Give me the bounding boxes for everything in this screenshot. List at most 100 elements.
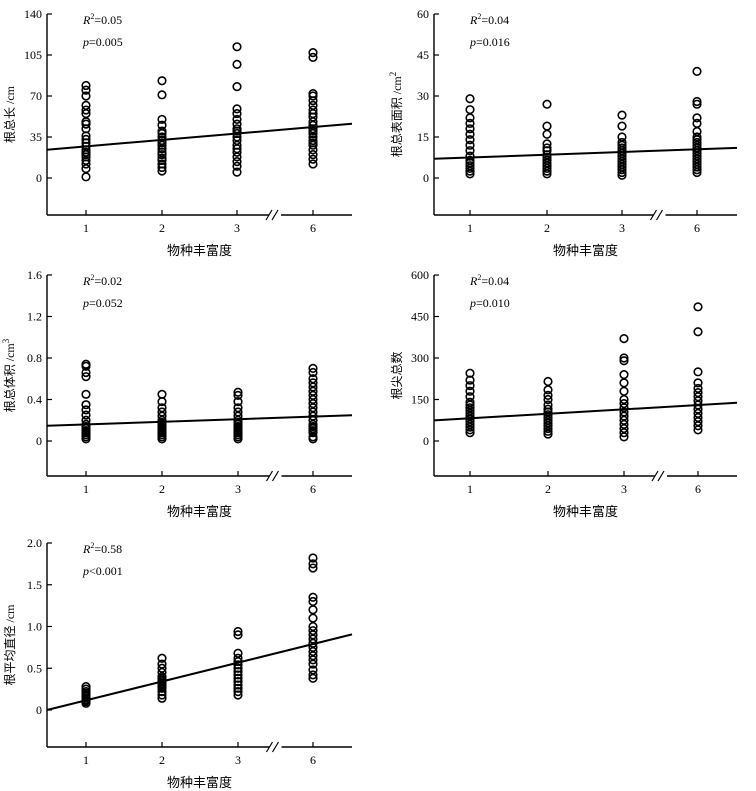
y-tick-label: 0.4 (27, 393, 42, 407)
regression-line (46, 633, 353, 711)
data-point (692, 132, 702, 142)
data-point (308, 596, 318, 607)
regression-line (46, 122, 353, 151)
x-tick-label: 3 (235, 482, 241, 496)
y-tick-label: 35 (30, 130, 42, 144)
x-tick-label: 6 (310, 221, 316, 235)
data-point (465, 140, 475, 150)
data-point (308, 553, 318, 563)
data-point (308, 149, 318, 160)
data-point (465, 368, 475, 378)
data-point (692, 96, 702, 107)
data-point (232, 167, 242, 177)
y-tick-label: 140 (24, 7, 42, 21)
data-point (465, 94, 475, 104)
data-point (157, 114, 167, 125)
data-point (81, 80, 91, 91)
data-point (465, 386, 475, 396)
data-point (157, 659, 167, 669)
r-squared-label: R2=0.02 (82, 273, 122, 288)
y-tick-label: 0 (423, 434, 429, 448)
x-axis-label: 物种丰富度 (167, 243, 232, 258)
y-tick-label: 70 (30, 89, 42, 103)
data-point (308, 605, 318, 615)
x-tick-label: 2 (545, 482, 551, 496)
data-point (232, 82, 242, 92)
y-tick-label: 450 (411, 310, 429, 324)
y-tick-label: 1.2 (27, 310, 42, 324)
data-point (543, 400, 553, 410)
data-point (233, 648, 243, 658)
data-point (308, 154, 318, 164)
data-point (81, 400, 91, 410)
x-tick-label: 6 (310, 753, 316, 767)
data-point (617, 110, 627, 120)
data-point (233, 670, 243, 680)
y-axis-label: 根尖总数 (389, 351, 404, 399)
x-tick-label: 1 (467, 221, 473, 235)
data-point (233, 680, 243, 690)
data-point (308, 159, 318, 169)
y-tick-label: 1.0 (27, 620, 42, 634)
data-point (233, 396, 243, 407)
y-tick-label: 0.5 (27, 661, 42, 675)
data-point (465, 146, 475, 156)
y-tick-label: 45 (417, 48, 429, 62)
data-point (157, 663, 167, 673)
data-point (465, 161, 475, 171)
data-point (619, 378, 629, 388)
y-tick-label: 15 (417, 130, 429, 144)
y-axis-label: 根总体积 /cm3 (1, 338, 17, 412)
data-point (692, 118, 702, 128)
data-point (465, 151, 475, 161)
data-point (465, 397, 475, 407)
data-point (542, 155, 552, 165)
data-point (693, 387, 703, 398)
y-tick-label: 1.6 (27, 268, 42, 282)
data-point (465, 135, 475, 145)
x-axis-label: 物种丰富度 (167, 775, 232, 790)
regression-line (46, 414, 353, 427)
data-point (157, 389, 167, 399)
data-point (308, 374, 318, 384)
data-point (157, 76, 167, 86)
data-point (465, 129, 475, 139)
data-point (692, 126, 702, 137)
y-tick-label: 150 (411, 393, 429, 407)
data-point (232, 161, 242, 171)
y-tick-label: 105 (24, 48, 42, 62)
data-point (465, 155, 475, 165)
data-point (233, 690, 243, 700)
x-tick-label: 1 (467, 482, 473, 496)
x-tick-label: 2 (159, 221, 165, 235)
data-point (81, 134, 91, 144)
data-point (308, 100, 318, 110)
data-point (81, 359, 91, 369)
y-tick-label: 0 (423, 171, 429, 185)
r-squared-label: R2=0.05 (82, 12, 122, 27)
data-point (233, 666, 243, 677)
data-point (308, 613, 318, 623)
data-point (465, 124, 475, 134)
data-point (157, 653, 167, 663)
x-tick-label: 2 (544, 221, 550, 235)
y-tick-label: 600 (411, 268, 429, 282)
x-tick-label: 3 (619, 221, 625, 235)
data-point (619, 386, 629, 396)
chart-panel-5: 0 0.5 1.0 1.5 2.0 1 2 3 6 物种丰富度 根平均直径 /cm R2=0.58 p<… (3, 536, 353, 790)
data-point (81, 389, 91, 399)
data-point (542, 129, 552, 139)
data-point (81, 172, 91, 182)
y-tick-label: 0.8 (27, 351, 42, 365)
x-tick-label: 1 (83, 753, 89, 767)
data-point (465, 381, 475, 391)
y-axis-label: 根总表面积 /cm2 (388, 72, 404, 158)
data-point (465, 105, 475, 115)
data-point (232, 42, 242, 52)
y-tick-label: 30 (417, 89, 429, 103)
data-point (232, 114, 242, 125)
x-axis-label: 物种丰富度 (553, 504, 618, 519)
data-point (693, 378, 703, 388)
p-value-label: p=0.052 (82, 296, 123, 310)
